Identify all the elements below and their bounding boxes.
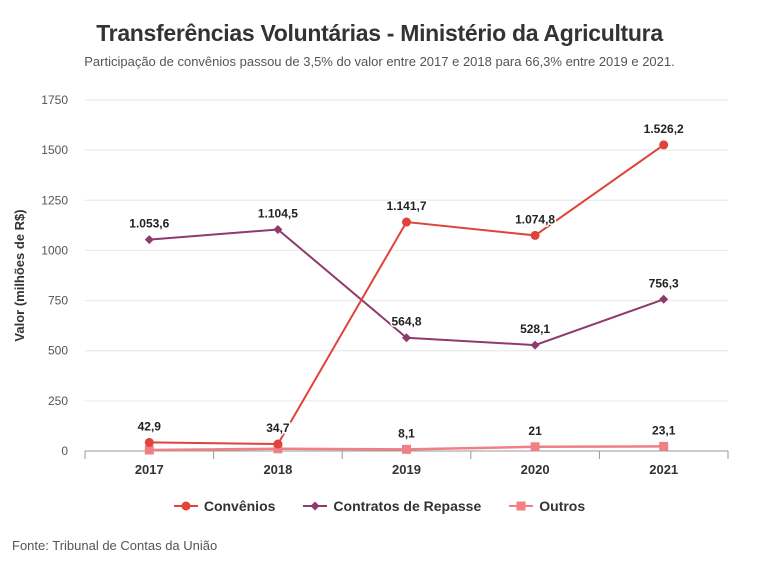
data-point-square — [531, 442, 540, 451]
data-label: 1.053,6 — [129, 217, 169, 231]
x-tick-label: 2019 — [392, 462, 421, 477]
data-point-circle — [145, 438, 154, 447]
data-point-square — [659, 442, 668, 451]
y-tick-label: 1500 — [41, 143, 68, 157]
legend-label-outros: Outros — [539, 498, 585, 514]
x-tick-label: 2021 — [649, 462, 678, 477]
y-tick-label: 250 — [48, 394, 68, 408]
data-point-diamond — [531, 341, 540, 350]
legend-circle-marker-icon — [174, 500, 198, 512]
data-point-circle — [273, 440, 282, 449]
y-tick-label: 500 — [48, 344, 68, 358]
data-label: 564,8 — [391, 315, 421, 329]
line-chart: 0 250 500 750 1000 1250 1500 1750 2017 2018 2019 20… — [0, 0, 759, 490]
data-point-circle — [659, 140, 668, 149]
data-label: 1.141,7 — [386, 199, 426, 213]
legend-item-contratos[interactable]: Contratos de Repasse — [303, 498, 481, 514]
data-label: 1.074,8 — [515, 212, 555, 226]
x-tick-label: 2018 — [263, 462, 292, 477]
legend-item-convenios[interactable]: Convênios — [174, 498, 276, 514]
series-line-0 — [149, 145, 663, 444]
y-tick-label: 1250 — [41, 193, 68, 207]
y-tick-label: 750 — [48, 294, 68, 308]
data-point-square — [402, 445, 411, 454]
legend-diamond-marker-icon — [303, 500, 327, 512]
legend-label-convenios: Convênios — [204, 498, 276, 514]
data-label: 23,1 — [652, 423, 676, 437]
data-label: 8,1 — [398, 426, 415, 440]
x-tick-label: 2017 — [135, 462, 164, 477]
data-point-diamond — [659, 295, 668, 304]
data-point-circle — [531, 231, 540, 240]
y-tick-label: 1000 — [41, 243, 68, 257]
y-axis-label: Valor (milhões de R$) — [12, 209, 27, 341]
legend-square-marker-icon — [509, 500, 533, 512]
x-tick-label: 2020 — [521, 462, 550, 477]
chart-legend: Convênios Contratos de Repasse Outros — [0, 498, 759, 514]
data-label: 1.526,2 — [644, 122, 684, 136]
y-tick-label: 1750 — [41, 93, 68, 107]
legend-label-contratos: Contratos de Repasse — [333, 498, 481, 514]
y-tick-label: 0 — [61, 444, 68, 458]
data-label: 21 — [528, 424, 542, 438]
data-label: 42,9 — [138, 419, 162, 433]
source-note: Fonte: Tribunal de Contas da União — [12, 538, 217, 553]
data-label: 756,3 — [649, 276, 679, 290]
data-label: 528,1 — [520, 322, 550, 336]
data-label: 34,7 — [266, 421, 290, 435]
data-label: 1.104,5 — [258, 206, 298, 220]
data-point-circle — [402, 218, 411, 227]
data-point-diamond — [145, 235, 154, 244]
legend-item-outros[interactable]: Outros — [509, 498, 585, 514]
